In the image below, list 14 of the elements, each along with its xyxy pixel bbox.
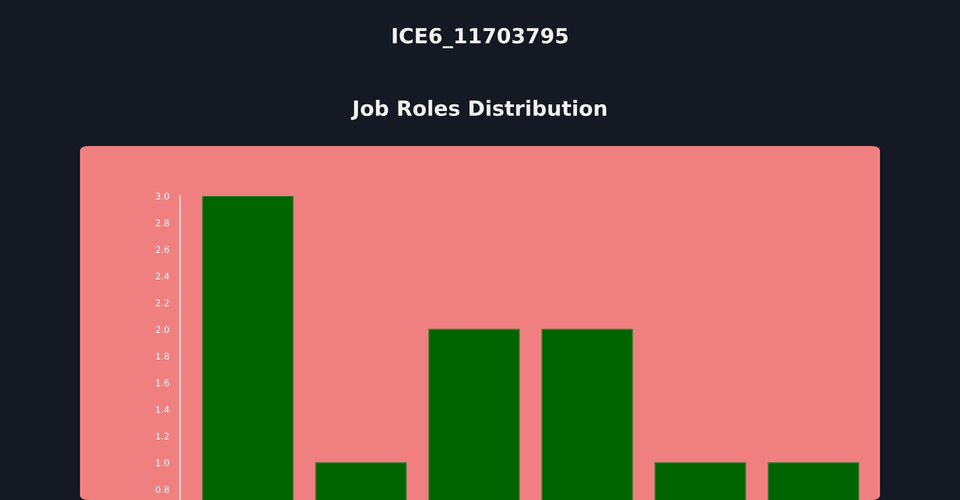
chart-subtitle: Job Roles Distribution: [350, 100, 606, 120]
y-tick-label: 1.2: [156, 432, 169, 440]
y-tick-label: 1.0: [156, 459, 169, 466]
chart-title: ICE6_11703795: [392, 28, 568, 48]
y-tick-label: 0.8: [156, 486, 169, 493]
y-tick-label: 2.6: [156, 246, 170, 253]
y-tick-label: 1.6: [156, 379, 170, 386]
y-tick-label: 2.4: [156, 272, 170, 280]
y-tick-label: 2.2: [156, 299, 169, 306]
y-tick-label: 1.8: [156, 352, 169, 360]
y-tick-label: 2.0: [156, 326, 169, 333]
y-tick-label: 2.8: [156, 219, 169, 226]
y-tick-label: 3.0: [156, 192, 169, 200]
y-tick-label: 1.4: [156, 406, 170, 413]
